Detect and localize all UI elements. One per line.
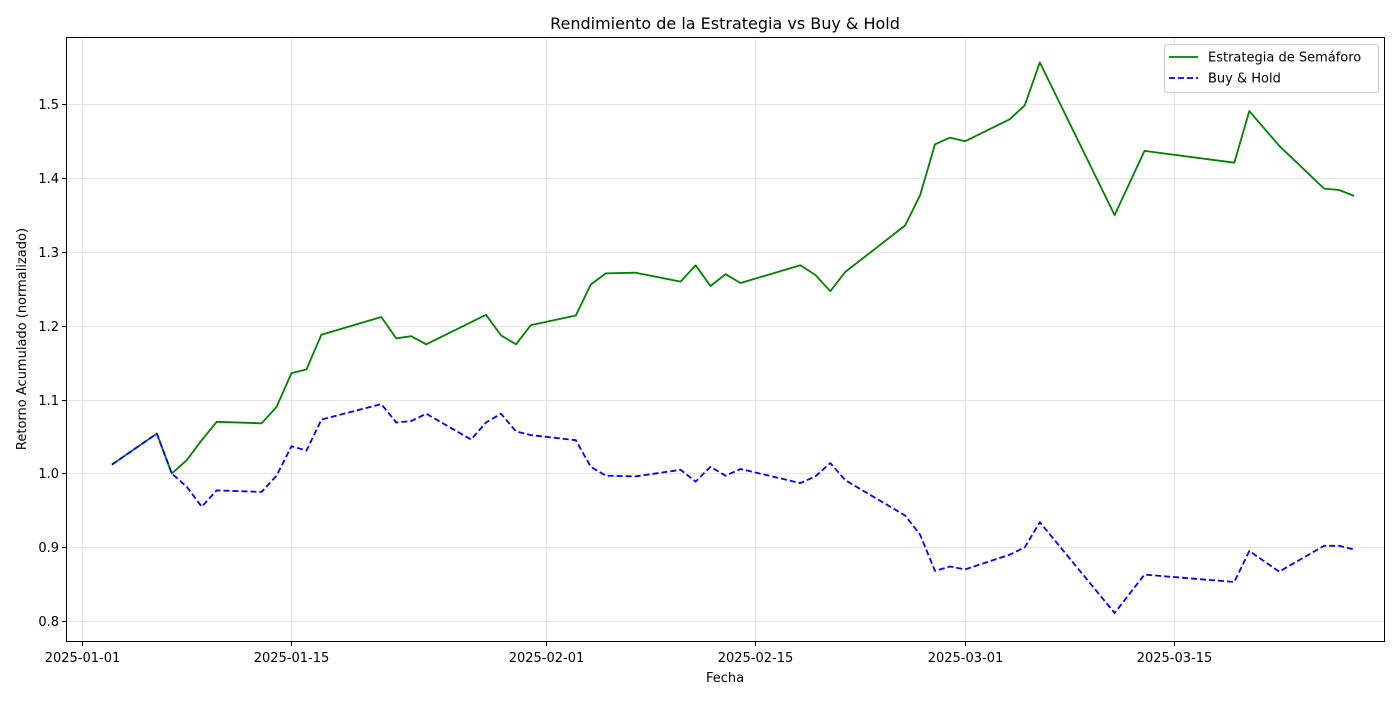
plot-frame: [66, 37, 1385, 642]
y-axis-label: Retorno Acumulado (normalizado): [15, 228, 30, 450]
y-tick-label: 0.9: [38, 541, 59, 556]
grid: [67, 38, 1384, 641]
chart-title: Rendimiento de la Estrategia vs Buy & Ho…: [550, 14, 900, 33]
legend-label: Estrategia de Semáforo: [1208, 51, 1361, 66]
y-tick-label: 1.5: [38, 98, 59, 113]
legend: Estrategia de Semáforo Buy & Hold: [1164, 44, 1379, 93]
series-lines: [111, 61, 1355, 614]
x-tick-label: 2025-03-01: [928, 651, 1004, 666]
x-tick-label: 2025-02-01: [509, 651, 585, 666]
legend-label: Buy & Hold: [1208, 72, 1281, 87]
y-tick-label: 1.3: [38, 246, 59, 261]
y-tick-label: 0.8: [38, 615, 59, 630]
x-tick-label: 2025-03-15: [1137, 651, 1213, 666]
y-tick-label: 1.1: [38, 394, 59, 409]
x-tick-label: 2025-02-15: [718, 651, 794, 666]
y-tick-label: 1.0: [38, 467, 59, 482]
y-tick-label: 1.2: [38, 320, 59, 335]
x-tick-label: 2025-01-15: [254, 651, 330, 666]
legend-box: [1164, 44, 1379, 93]
x-tick-label: 2025-01-01: [45, 651, 121, 666]
y-tick-label: 1.4: [38, 172, 59, 187]
y-axis-ticks: 0.8 0.9 1.0 1.1 1.2 1.3 1.4 1.5: [38, 98, 67, 630]
x-axis-ticks: 2025-01-01 2025-01-15 2025-02-01 2025-02-15…: [45, 641, 1213, 666]
x-axis-label: Fecha: [706, 671, 744, 686]
series-line-buy-hold: [111, 403, 1355, 614]
series-line-estrategia-de-semaforo: [111, 61, 1355, 475]
